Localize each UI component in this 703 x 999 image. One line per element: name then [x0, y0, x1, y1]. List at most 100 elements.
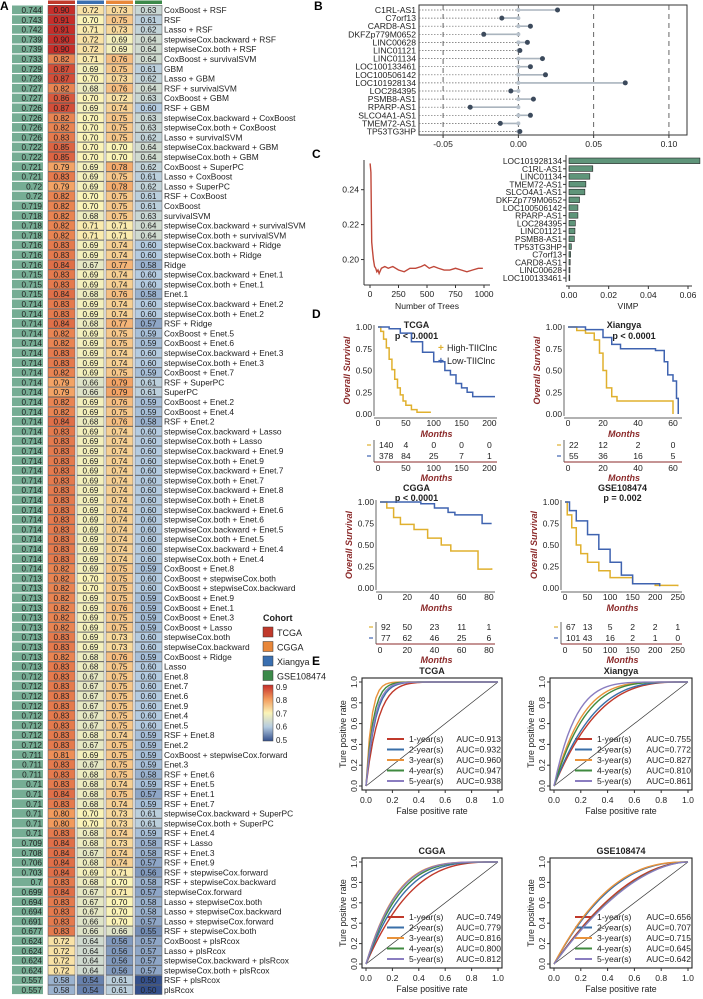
mean-cindex-bar [12, 916, 43, 926]
heatmap-cell [134, 14, 163, 25]
heatmap-cell-value: 0.75 [112, 212, 128, 221]
mean-cindex-bar [12, 172, 43, 181]
heatmap-cell [76, 602, 105, 613]
heatmap-cell [76, 73, 105, 84]
x-tick-label: 250 [671, 592, 686, 602]
heatmap-cell [134, 504, 163, 515]
heatmap-cell [105, 514, 134, 525]
roc-legend-auc: AUC=0.938 [456, 776, 501, 786]
heatmap-cell [76, 455, 105, 466]
risk-table-x-tick-label: 0 [563, 645, 568, 655]
heatmap-cell-value: 0.58 [141, 418, 157, 427]
heatmap-cell-value: 0.87 [54, 104, 70, 113]
heatmap-cell-value: 0.70 [112, 878, 128, 887]
heatmap-cell-value: 0.64 [141, 35, 157, 44]
heatmap-cell [134, 602, 163, 613]
gene-label: LINC00628 [373, 37, 417, 47]
roc-title: TCGA [419, 666, 445, 676]
heatmap-cell-value: 0.74 [112, 525, 128, 534]
auc-value: 0.656 [669, 912, 691, 922]
lollipop-base [516, 89, 521, 93]
mean-cindex-value: 0.713 [22, 574, 43, 583]
auc-value: 0.779 [479, 923, 501, 933]
heatmap-cell [105, 877, 134, 887]
heatmap-cell-value: 0.84 [54, 859, 70, 868]
mean-cindex-value: 0.718 [22, 222, 43, 231]
heatmap-cell [134, 622, 163, 633]
heatmap-cell [105, 436, 134, 446]
mean-cindex-bar [12, 309, 43, 318]
mean-cindex-bar [12, 436, 43, 446]
heatmap-cell-value: 0.70 [112, 908, 128, 917]
mean-cindex-value: 0.714 [22, 427, 43, 436]
heatmap-cell-value: 0.74 [112, 486, 128, 495]
gene-label: LOC100133461 [355, 62, 416, 72]
heatmap-cell-value: 0.60 [141, 496, 157, 505]
heatmap-cell-value: 0.64 [141, 231, 157, 240]
heatmap-cell-value: 0.58 [141, 908, 157, 917]
heatmap-cell-value: 0.60 [141, 525, 157, 534]
roc-legend-auc: AUC=0.642 [646, 954, 691, 964]
y-tick-label: 0.00 [546, 409, 563, 419]
mean-cindex-bar [12, 926, 43, 936]
model-label: stepwiseCox.both + CoxBoost [164, 123, 277, 133]
gene-label: PSMB8-AS1 [515, 234, 562, 244]
heatmap-cell-value: 0.75 [112, 682, 128, 691]
risk-table-x-axis-label: Months [421, 473, 453, 483]
heatmap-cell [76, 367, 105, 378]
heatmap-cell-value: 0.72 [54, 966, 70, 975]
heatmap-cell-value: 0.61 [141, 388, 157, 397]
model-label: CoxBoost + Lasso [164, 622, 233, 632]
roc-legend-auc: AUC=0.656 [646, 912, 691, 922]
heatmap-cell [105, 103, 134, 113]
cohort-legend-swatch [262, 626, 274, 638]
heatmap-cell [105, 495, 134, 505]
mean-cindex-bar [12, 534, 43, 544]
heatmap-cell [47, 504, 76, 515]
lollipop-base [516, 16, 521, 21]
mean-cindex-bar [12, 5, 43, 15]
mean-cindex-bar [12, 573, 43, 583]
heatmap-cell-value: 0.82 [54, 114, 70, 123]
heatmap-cell-value: 0.75 [112, 761, 128, 770]
heatmap-cell [134, 632, 163, 642]
x-axis-label: Months [421, 429, 453, 439]
model-label: Enet.3 [164, 760, 189, 770]
heatmap-cell-value: 0.84 [54, 849, 70, 858]
model-label: RSF + Enet.5 [164, 779, 215, 789]
heatmap-cell [134, 838, 163, 848]
mean-cindex-value: 0.72 [26, 192, 42, 201]
auc-prefix: AUC= [456, 755, 479, 765]
mean-cindex-value: 0.719 [22, 202, 43, 211]
heatmap-cell [105, 426, 134, 437]
model-label: stepwiseCox.backward [164, 642, 250, 652]
mean-cindex-bar [12, 652, 43, 661]
mean-cindex-bar [12, 956, 43, 965]
x-tick-label: 1000 [474, 289, 493, 299]
mean-cindex-bar [12, 848, 43, 857]
heatmap-cell [134, 455, 163, 466]
gene-label: RPARP-AS1 [515, 211, 562, 221]
heatmap-cell [134, 651, 163, 662]
roc-legend-label: 3-year(s) [409, 755, 444, 765]
mean-cindex-value: 0.713 [22, 623, 43, 632]
heatmap-cell-value: 0.83 [54, 555, 70, 564]
heatmap-cell-value: 0.82 [54, 84, 70, 93]
heatmap-cell-value: 0.69 [112, 45, 128, 54]
model-label: Lasso + plsRcox [164, 946, 226, 956]
roc-legend-auc: AUC=0.755 [646, 734, 691, 744]
y-axis-label: Ture positive rate [526, 700, 536, 768]
y-axis-label: Ture positive rate [338, 879, 348, 947]
heatmap-cell [76, 573, 105, 584]
heatmap-cell-value: 0.83 [54, 173, 70, 182]
heatmap-cell [76, 436, 105, 446]
roc-legend-auc: AUC=0.779 [456, 923, 501, 933]
x-tick-label: 0 [376, 418, 381, 428]
mean-cindex-value: 0.726 [22, 114, 43, 123]
heatmap-cell-value: 0.60 [141, 712, 157, 721]
heatmap-cell [134, 691, 163, 701]
heatmap-cell [47, 661, 76, 672]
heatmap-cell-value: 0.68 [83, 790, 99, 799]
heatmap-cell-value: 0.82 [54, 653, 70, 662]
x-tick-label: 100 [603, 592, 618, 602]
